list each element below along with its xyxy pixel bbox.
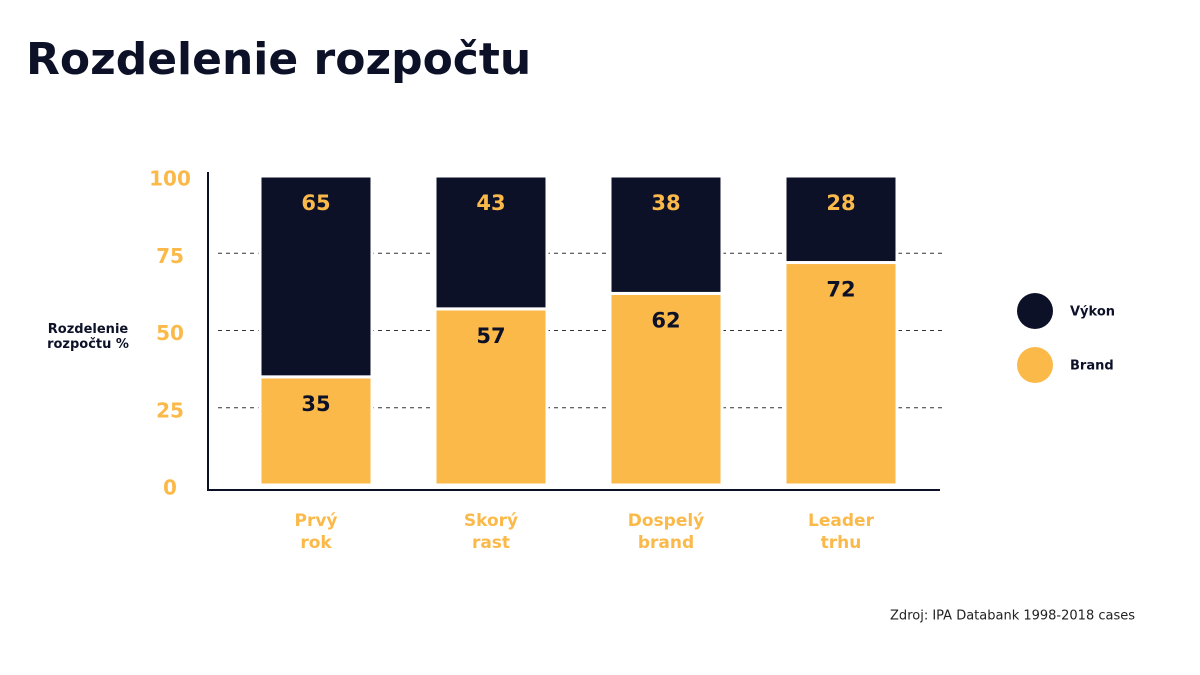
value-label: 62 — [651, 308, 680, 332]
value-label: 72 — [826, 278, 855, 302]
legend-swatch — [1017, 347, 1053, 383]
x-tick-label: Skorý rast — [463, 511, 519, 553]
y-tick-label: 0 — [163, 476, 177, 500]
bar-segment — [783, 261, 899, 487]
bar-segment — [608, 291, 724, 487]
value-label: 35 — [301, 392, 330, 416]
value-label: 43 — [476, 191, 505, 215]
y-tick-label: 50 — [156, 321, 184, 345]
x-tick-label: Prvý rok — [294, 511, 338, 553]
chart-title: Rozdelenie rozpočtu — [26, 34, 531, 85]
x-tick-label: Leader trhu — [808, 511, 874, 553]
legend-label: Výkon — [1070, 305, 1115, 320]
source: Zdroj: IPA Databank 1998-2018 cases — [890, 609, 1135, 624]
value-label: 57 — [476, 324, 505, 348]
bar-segment — [258, 174, 374, 379]
y-tick-label: 75 — [156, 244, 184, 268]
x-tick-label: Dospelý brand — [627, 511, 705, 553]
y-tick-label: 25 — [156, 398, 184, 422]
legend-swatch — [1017, 293, 1053, 329]
bar-segment — [433, 174, 549, 311]
y-tick-label: 100 — [149, 167, 191, 191]
legend-label: Brand — [1070, 359, 1114, 374]
value-label: 65 — [301, 191, 330, 215]
value-label: 28 — [826, 191, 855, 215]
bar-segment — [608, 174, 724, 295]
value-label: 38 — [651, 191, 680, 215]
bar-segment — [258, 375, 374, 487]
y-axis-label: Rozdelenie rozpočtu % — [47, 322, 129, 352]
bar-segment — [783, 174, 899, 265]
